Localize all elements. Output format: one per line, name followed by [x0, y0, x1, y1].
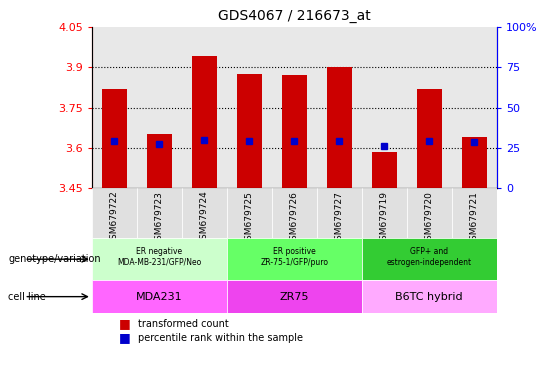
- Text: cell line: cell line: [8, 291, 46, 302]
- Bar: [182, 188, 227, 238]
- Bar: [92, 27, 137, 188]
- Text: GSM679719: GSM679719: [380, 191, 389, 246]
- Bar: [282, 75, 307, 188]
- Bar: [362, 188, 407, 238]
- Text: ■: ■: [119, 331, 131, 344]
- Text: GSM679722: GSM679722: [110, 191, 119, 245]
- Bar: [192, 56, 217, 188]
- Text: ZR75: ZR75: [280, 291, 309, 302]
- Bar: [362, 280, 497, 313]
- Bar: [462, 137, 487, 188]
- Bar: [407, 27, 452, 188]
- Bar: [317, 188, 362, 238]
- Bar: [372, 152, 397, 188]
- Title: GDS4067 / 216673_at: GDS4067 / 216673_at: [218, 9, 370, 23]
- Bar: [137, 188, 182, 238]
- Text: B6TC hybrid: B6TC hybrid: [395, 291, 463, 302]
- Bar: [182, 27, 227, 188]
- Bar: [452, 27, 497, 188]
- Bar: [227, 238, 362, 280]
- Text: GSM679727: GSM679727: [335, 191, 344, 245]
- Text: genotype/variation: genotype/variation: [8, 254, 101, 264]
- Bar: [362, 238, 497, 280]
- Text: GSM679726: GSM679726: [290, 191, 299, 245]
- Bar: [227, 188, 272, 238]
- Bar: [407, 188, 452, 238]
- Bar: [272, 188, 317, 238]
- Text: ER positive
ZR-75-1/GFP/puro: ER positive ZR-75-1/GFP/puro: [260, 247, 328, 267]
- Bar: [317, 27, 362, 188]
- Text: transformed count: transformed count: [138, 319, 228, 329]
- Bar: [92, 188, 137, 238]
- Bar: [272, 27, 317, 188]
- Text: GSM679721: GSM679721: [470, 191, 479, 245]
- Text: GSM679723: GSM679723: [155, 191, 164, 245]
- Bar: [137, 27, 182, 188]
- Bar: [362, 27, 407, 188]
- Bar: [92, 280, 227, 313]
- Bar: [237, 74, 262, 188]
- Text: GSM679720: GSM679720: [425, 191, 434, 245]
- Bar: [92, 238, 227, 280]
- Bar: [452, 188, 497, 238]
- Bar: [147, 134, 172, 188]
- Text: GSM679724: GSM679724: [200, 191, 209, 245]
- Text: percentile rank within the sample: percentile rank within the sample: [138, 333, 303, 343]
- Bar: [227, 280, 362, 313]
- Text: GFP+ and
estrogen-independent: GFP+ and estrogen-independent: [387, 247, 472, 267]
- Text: ER negative
MDA-MB-231/GFP/Neo: ER negative MDA-MB-231/GFP/Neo: [117, 247, 201, 267]
- Text: MDA231: MDA231: [136, 291, 183, 302]
- Bar: [227, 27, 272, 188]
- Bar: [102, 89, 127, 188]
- Bar: [417, 89, 442, 188]
- Text: GSM679725: GSM679725: [245, 191, 254, 245]
- Bar: [327, 67, 352, 188]
- Text: ■: ■: [119, 317, 131, 330]
